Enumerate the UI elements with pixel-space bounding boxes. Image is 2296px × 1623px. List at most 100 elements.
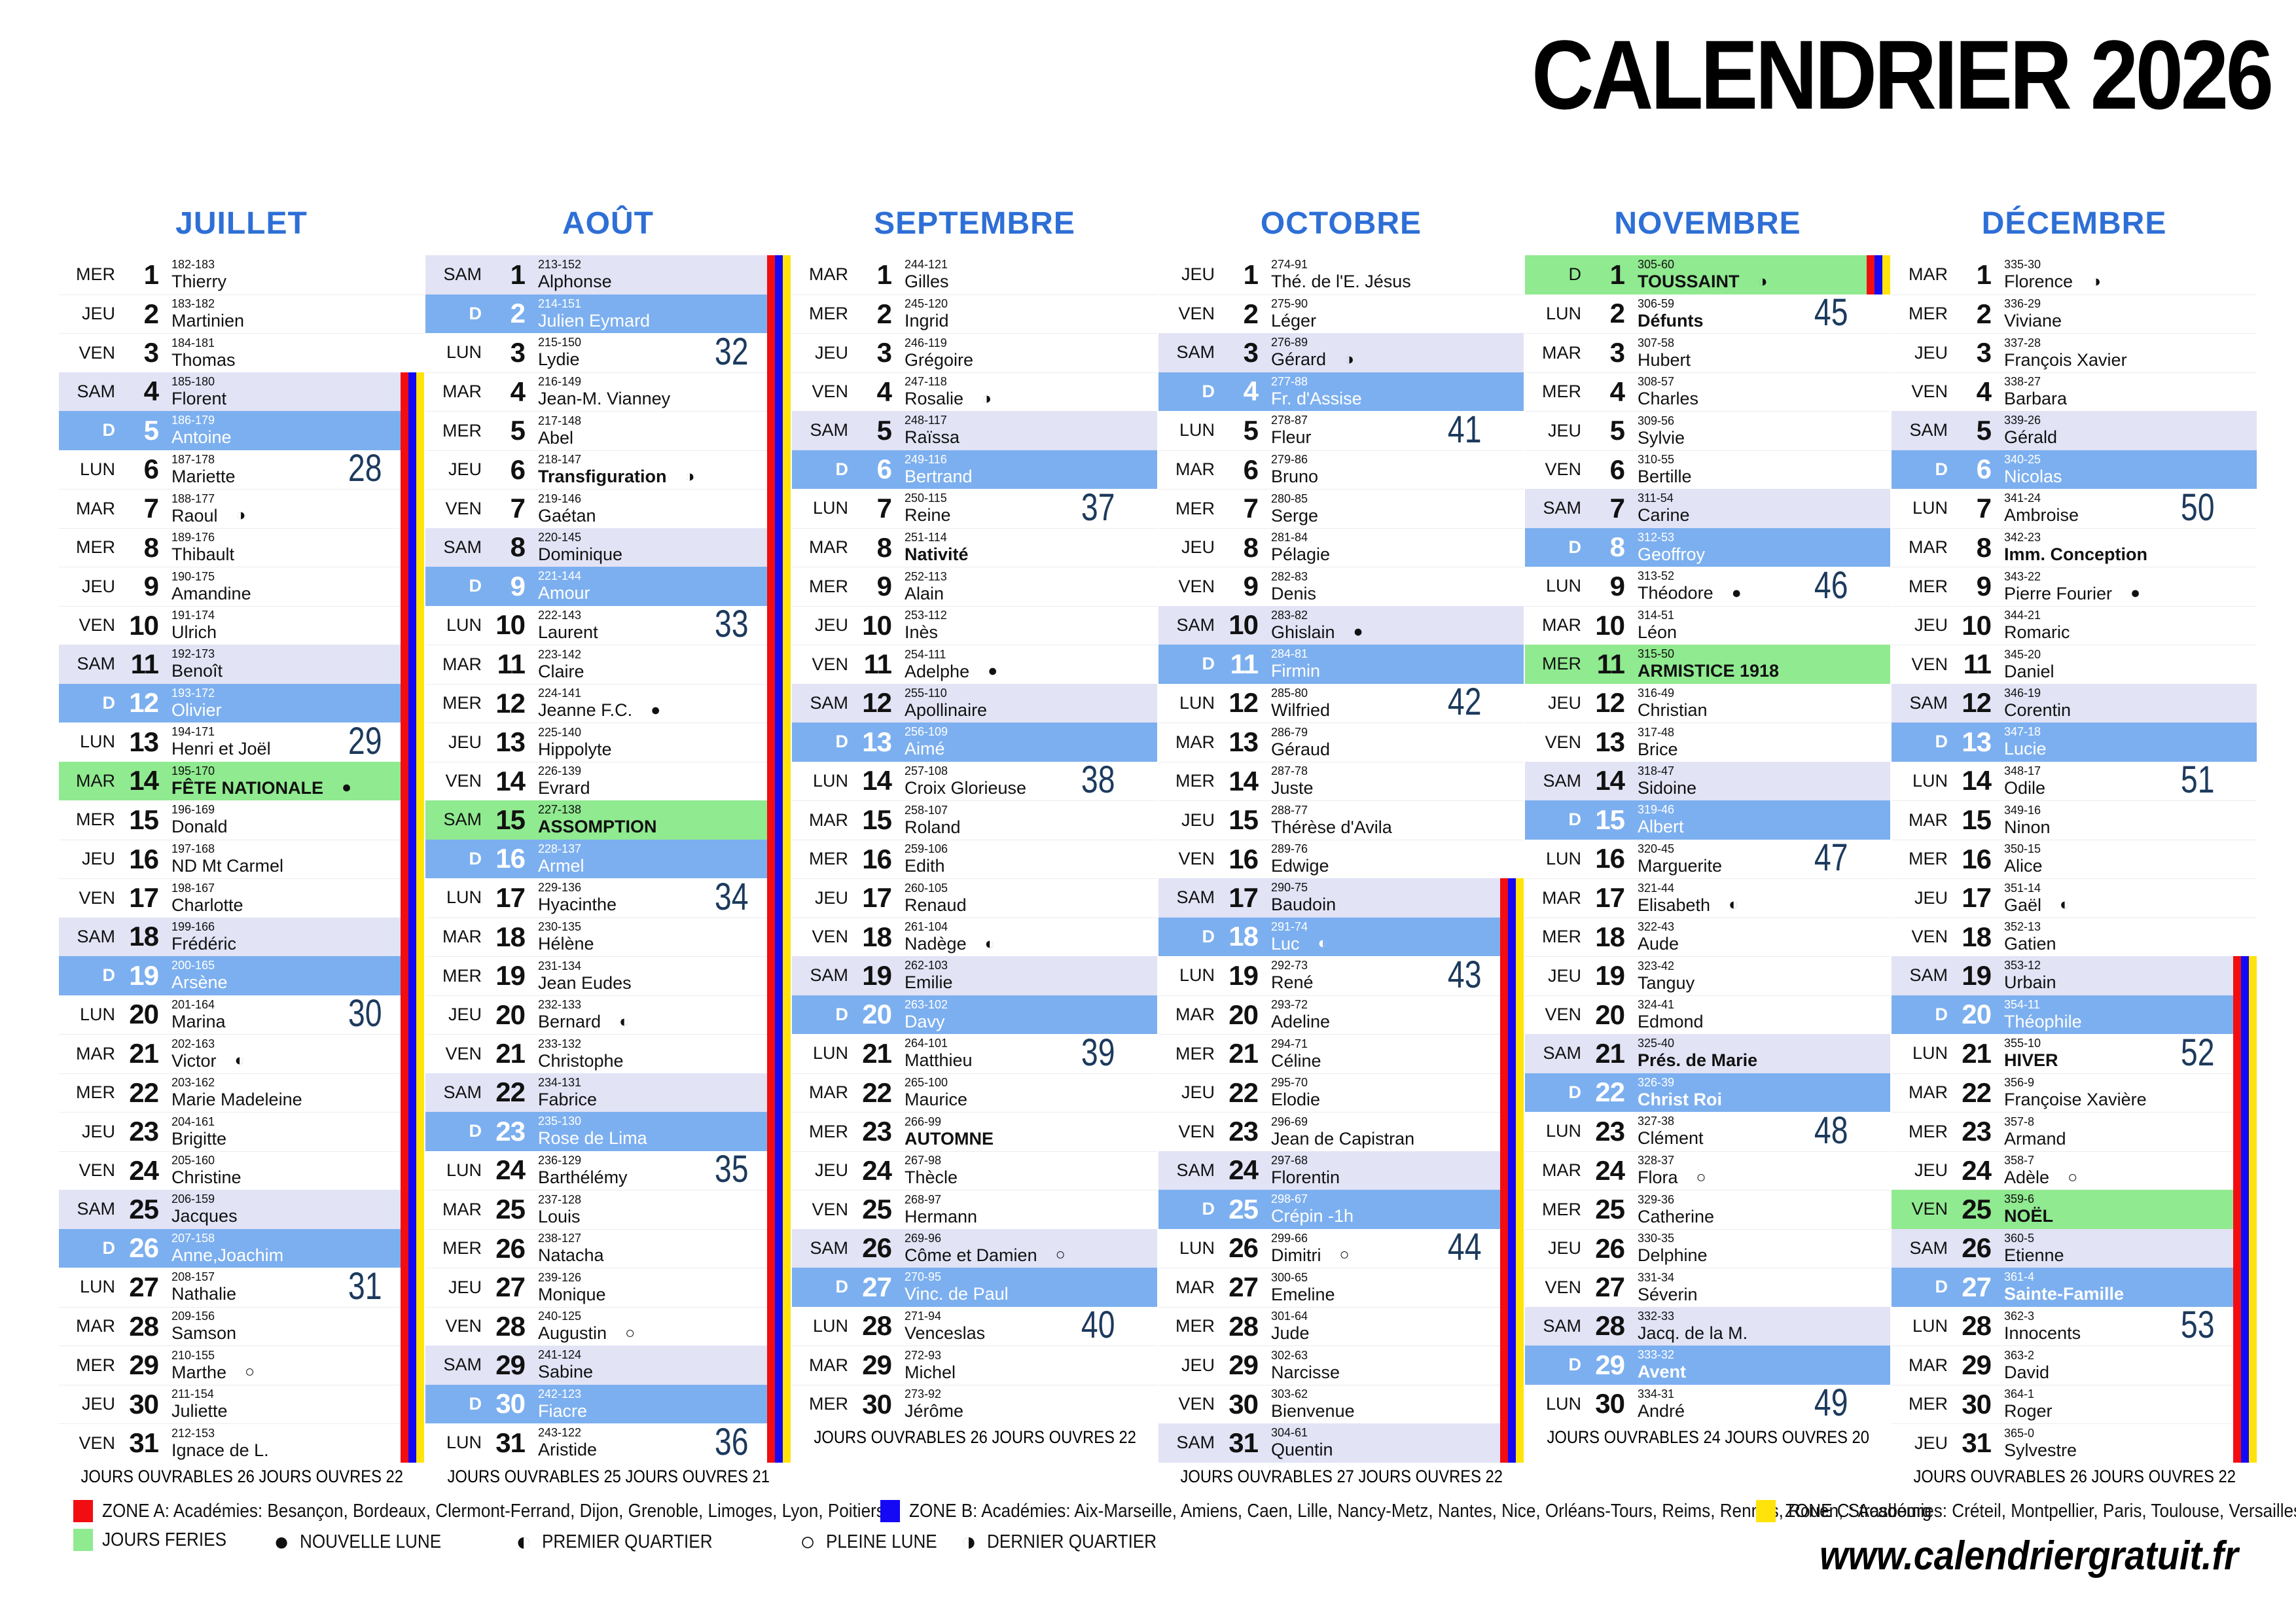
day-info: 213-152 Alphonse (538, 258, 612, 291)
day-row: MER 8 189-176 Thibault (59, 527, 424, 567)
day-abbrev: LUN (812, 1315, 848, 1336)
day-info: 285-80 Wilfried (1271, 687, 1330, 720)
day-abbrev: MER (1909, 849, 1948, 869)
day-abbrev: MER (1175, 771, 1215, 791)
day-abbrev: D (1568, 264, 1582, 285)
saint-name: Céline (1271, 1050, 1321, 1071)
saint-line: Emilie (905, 972, 953, 992)
day-abbrev: VEN (445, 771, 482, 791)
saint-name: Gilles (905, 272, 949, 292)
day-of-year: 334-31 (1638, 1387, 1675, 1400)
saint-name: Armel (538, 855, 584, 876)
day-abbrev: MAR (1909, 810, 1948, 830)
day-info: 266-99 AUTOMNE (905, 1115, 994, 1149)
saint-name: Victor (171, 1050, 217, 1071)
legend-holidays: JOURS FERIES (73, 1529, 240, 1551)
day-abbrev: SAM (1543, 1043, 1581, 1063)
saint-name: Ignace de L. (171, 1440, 269, 1460)
saint-name: Charlotte (171, 895, 243, 915)
first-quarter-label: PREMIER QUARTIER (542, 1531, 713, 1552)
day-row: SAM 15 227-138 ASSOMPTION (425, 800, 791, 840)
day-row: VEN 25 359-6 NOËL (1892, 1190, 2257, 1229)
day-abbrev: LUN (1912, 1315, 1948, 1336)
day-number: 17 (862, 882, 892, 914)
day-row: MAR 1 335-30 Florence ◑ (1892, 255, 2257, 294)
day-info: 256-109 Aimé (905, 725, 948, 758)
saint-line: Lydie (538, 349, 581, 369)
saint-name: Carine (1638, 505, 1690, 526)
saint-line: Davy (905, 1012, 948, 1031)
footer-url[interactable]: www.calendriergratuit.fr (1820, 1533, 2238, 1578)
moon-phase-icon: ◐ (1729, 895, 1739, 914)
day-info: 338-27 Barbara (2004, 375, 2067, 408)
day-of-year: 305-60 (1638, 258, 1675, 272)
day-abbrev: LUN (79, 1277, 115, 1297)
day-number: 26 (862, 1232, 892, 1264)
saint-line: Vinc. de Paul (905, 1284, 1009, 1304)
saint-line: Jean-M. Vianney (538, 389, 670, 408)
day-of-year: 310-55 (1638, 453, 1675, 467)
day-number: 18 (129, 921, 159, 952)
saint-name: Antoine (171, 427, 232, 448)
day-number: 12 (129, 687, 159, 719)
day-row: JEU 15 288-77 Thérèse d'Avila (1158, 800, 1524, 840)
day-row: MER 15 196-169 Donald (59, 800, 424, 840)
day-abbrev: SAM (1176, 342, 1215, 363)
day-info: 303-62 Bienvenue (1271, 1387, 1355, 1421)
day-number: 17 (1595, 882, 1625, 914)
day-number: 14 (1229, 765, 1259, 796)
saint-name: Thècle (905, 1168, 958, 1188)
saint-line: Jérôme (905, 1401, 963, 1421)
day-info: 228-137 Armel (538, 842, 584, 876)
saint-line: Alain (905, 584, 947, 603)
saint-line: Florence ◑ (2004, 272, 2101, 291)
day-number: 25 (1962, 1193, 1992, 1224)
saint-name: Gatien (2004, 934, 2056, 954)
day-of-year: 348-17 (2004, 764, 2041, 777)
day-of-year: 273-92 (905, 1387, 942, 1401)
saint-name: Avent (1638, 1362, 1687, 1382)
day-info: 364-1 Roger (2004, 1387, 2053, 1421)
saint-line: Brice (1638, 740, 1678, 759)
day-row: MER 14 287-78 Juste (1158, 761, 1524, 801)
day-info: 292-73 René (1271, 959, 1314, 992)
day-row: D 16 228-137 Armel (425, 839, 791, 878)
zone-a-swatch (73, 1500, 93, 1522)
day-of-year: 210-155 (171, 1348, 215, 1362)
day-row: D 27 270-95 Vinc. de Paul (792, 1268, 1157, 1307)
day-abbrev: LUN (1545, 848, 1581, 868)
day-row: MAR 15 258-107 Roland (792, 800, 1157, 840)
day-abbrev: MAR (1542, 1160, 1581, 1181)
day-of-year: 360-5 (2004, 1231, 2035, 1245)
day-abbrev: MER (76, 1355, 115, 1375)
day-info: 190-175 Amandine (171, 570, 251, 603)
day-info: 327-38 Clément (1638, 1115, 1704, 1148)
day-info: 247-118 Rosalie ◑ (905, 375, 992, 408)
day-of-year: 271-94 (905, 1309, 942, 1323)
day-row: LUN 3 215-150 Lydie 32 (425, 330, 791, 373)
day-of-year: 192-173 (171, 647, 215, 661)
day-of-year: 198-167 (171, 881, 215, 895)
saint-name: ARMISTICE 1918 (1638, 661, 1780, 681)
day-info: 357-8 Armand (2004, 1115, 2066, 1149)
day-row: SAM 1 213-152 Alphonse (425, 255, 791, 294)
saint-line: Christine (171, 1168, 242, 1187)
day-abbrev: SAM (1176, 1433, 1215, 1453)
day-info: 329-36 Catherine (1638, 1193, 1714, 1226)
day-info: 265-100 Maurice (905, 1076, 967, 1109)
day-abbrev: LUN (812, 498, 848, 518)
day-info: 196-169 Donald (171, 803, 228, 836)
saint-line: Viviane (2004, 311, 2062, 330)
day-number: 15 (1595, 804, 1625, 835)
day-row: D 22 326-39 Christ Roi (1525, 1073, 1890, 1112)
day-info: 249-116 Bertrand (905, 453, 973, 486)
day-of-year: 255-110 (905, 686, 947, 700)
day-row: SAM 5 248-117 Raïssa (792, 411, 1157, 450)
saint-name: Léon (1638, 622, 1677, 643)
saint-line: Christ Roi (1638, 1090, 1722, 1109)
day-abbrev: MER (76, 1082, 115, 1103)
day-info: 223-142 Claire (538, 648, 584, 681)
day-number: 11 (1596, 648, 1625, 679)
day-abbrev: VEN (445, 1316, 482, 1336)
day-number: 23 (862, 1116, 892, 1147)
